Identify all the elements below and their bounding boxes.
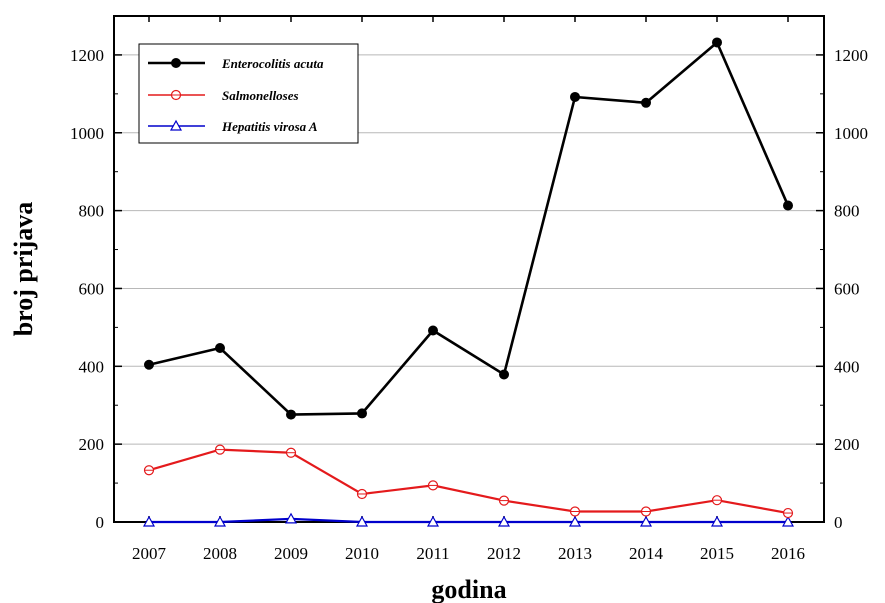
x-tick-label: 2011 [416, 544, 449, 563]
data-point [641, 97, 651, 108]
axis-ticks: 0 0 200 200 400 400 600 600 800 800 1000 1000 1200 12… [70, 16, 868, 563]
legend-label: Enterocolitis acuta [221, 56, 324, 71]
series-layer [142, 37, 795, 527]
data-point [142, 515, 156, 527]
data-point [357, 408, 367, 419]
x-tick-label: 2009 [274, 544, 308, 563]
legend-label: Salmonelloses [222, 88, 299, 103]
legend-entry: Salmonelloses [148, 88, 299, 103]
data-point [783, 200, 793, 211]
data-point [782, 507, 794, 519]
data-point [498, 495, 510, 506]
data-point [356, 488, 368, 500]
y-tick-label-left: 400 [79, 357, 105, 376]
x-tick-label: 2008 [203, 544, 237, 563]
data-point [499, 369, 509, 380]
data-point [568, 515, 582, 527]
y-axis-title: broj prijava [9, 202, 38, 337]
data-point [639, 515, 653, 527]
data-point [144, 359, 154, 370]
series-enterocolitis-acuta [144, 37, 793, 420]
legend-entry: Enterocolitis acuta [148, 56, 324, 71]
y-tick-label-right: 400 [834, 357, 860, 376]
y-tick-label-right: 800 [834, 202, 860, 221]
series-hepatitis-virosa-a [142, 512, 795, 527]
data-point [569, 506, 581, 517]
legend: Enterocolitis acuta Salmonelloses Hepatiti… [138, 43, 359, 144]
x-tick-label: 2016 [771, 544, 805, 563]
data-point [171, 58, 181, 68]
data-point [170, 89, 182, 101]
y-tick-label-left: 600 [79, 279, 105, 298]
series-salmonelloses [143, 444, 794, 519]
y-tick-label-left: 0 [96, 513, 105, 532]
y-tick-label-right: 0 [834, 513, 843, 532]
data-point [355, 515, 369, 527]
data-point [143, 465, 155, 476]
data-point [712, 37, 722, 48]
data-point [711, 495, 723, 506]
data-point [169, 119, 183, 131]
y-tick-label-right: 600 [834, 279, 860, 298]
legend-entry: Hepatitis virosa A [148, 119, 318, 134]
series-line [148, 448, 789, 515]
data-point [426, 515, 440, 527]
y-tick-label-left: 1200 [70, 46, 104, 65]
data-point [428, 325, 438, 336]
data-point [570, 91, 580, 102]
y-tick-label-left: 1000 [70, 124, 104, 143]
x-tick-label: 2015 [700, 544, 734, 563]
y-tick-label-right: 200 [834, 435, 860, 454]
series-line [148, 40, 790, 416]
data-point [286, 409, 296, 420]
series-line [149, 517, 788, 524]
y-tick-label-right: 1200 [834, 46, 868, 65]
legend-label: Hepatitis virosa A [221, 119, 318, 134]
data-point [213, 515, 227, 527]
data-point [284, 512, 298, 524]
data-point [427, 480, 439, 491]
data-point [710, 515, 724, 527]
data-point [781, 515, 795, 527]
data-point [640, 506, 652, 517]
y-tick-label-left: 200 [79, 435, 105, 454]
x-tick-label: 2013 [558, 544, 592, 563]
y-tick-label-left: 800 [79, 202, 105, 221]
data-point [214, 444, 226, 455]
data-point [215, 343, 225, 354]
x-axis-title: godina [431, 575, 506, 603]
x-tick-label: 2007 [132, 544, 167, 563]
x-tick-label: 2010 [345, 544, 379, 563]
data-point [497, 515, 511, 527]
x-tick-label: 2012 [487, 544, 521, 563]
y-tick-label-right: 1000 [834, 124, 868, 143]
data-point [285, 447, 297, 458]
x-tick-label: 2014 [629, 544, 664, 563]
